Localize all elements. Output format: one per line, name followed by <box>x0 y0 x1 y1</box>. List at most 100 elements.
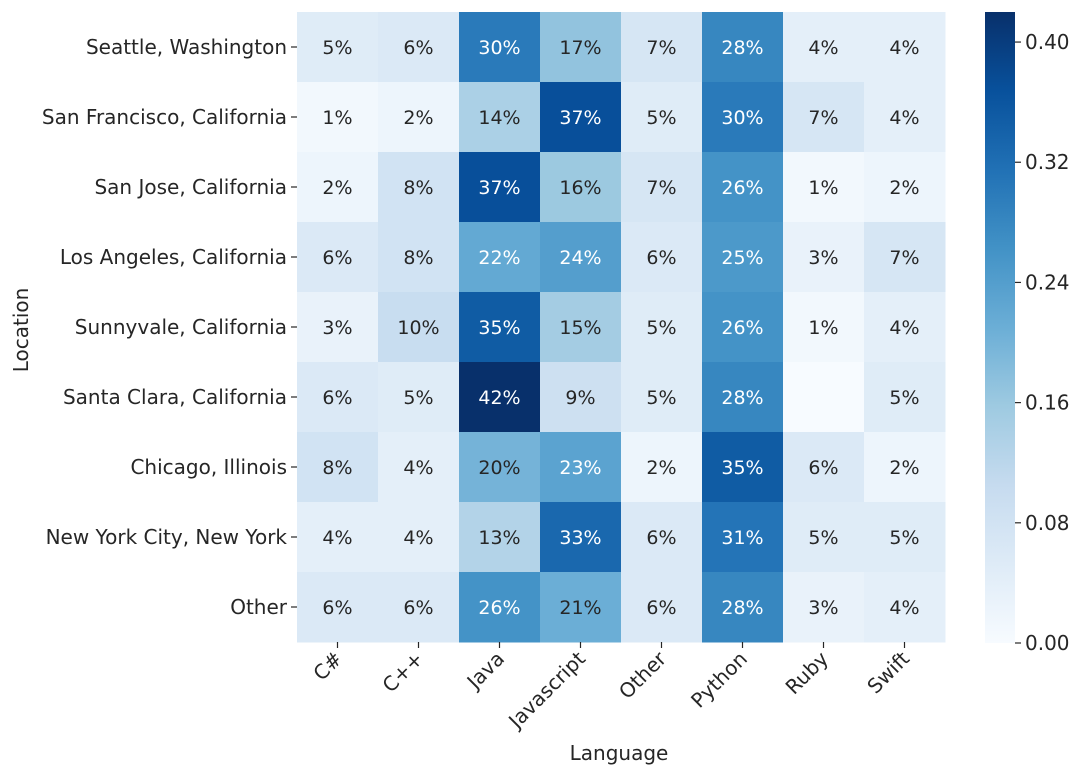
colorbar-tick-label: 0.00 <box>1025 631 1070 655</box>
cell-value-label: 6% <box>322 597 352 619</box>
heatmap-cell <box>378 362 460 433</box>
heatmap-cell <box>378 502 460 573</box>
y-tick-label: Chicago, Illinois <box>130 455 287 479</box>
heatmap-cell <box>297 152 379 223</box>
cell-value-label: 17% <box>559 37 601 59</box>
colorbar-ticks: 0.00 0.08 0.16 0.24 0.32 0.40 <box>1015 30 1070 655</box>
x-axis-label: Language <box>570 741 669 765</box>
cell-value-label: 5% <box>646 107 676 129</box>
cell-value-label: 16% <box>559 177 601 199</box>
cell-value-label: 3% <box>808 247 838 269</box>
cell-value-label: 8% <box>403 247 433 269</box>
x-tick-label: Javascript <box>502 646 590 734</box>
heatmap-cell <box>864 12 946 83</box>
heatmap-cell <box>540 82 622 153</box>
heatmap-cell <box>540 502 622 573</box>
heatmap-cell <box>459 12 541 83</box>
cell-value-label: 2% <box>403 107 433 129</box>
colorbar-tick-label: 0.32 <box>1025 150 1070 174</box>
cell-value-label: 4% <box>889 37 919 59</box>
cell-value-label: 8% <box>403 177 433 199</box>
heatmap-cell <box>621 502 703 573</box>
colorbar-tick-label: 0.24 <box>1025 270 1070 294</box>
cell-value-label: 5% <box>808 527 838 549</box>
y-tick-label: San Francisco, California <box>42 105 287 129</box>
cell-value-label: 26% <box>478 597 520 619</box>
cell-value-label: 3% <box>808 597 838 619</box>
heatmap-cell <box>783 572 865 643</box>
x-tick-label: Python <box>686 647 752 713</box>
cell-value-label: 37% <box>478 177 520 199</box>
cell-value-label: 28% <box>721 597 763 619</box>
heatmap-cell <box>621 292 703 363</box>
heatmap-cell <box>378 572 460 643</box>
y-tick-label: Other <box>230 595 288 619</box>
heatmap-cell <box>459 82 541 153</box>
heatmap-cell <box>783 82 865 153</box>
cell-value-label: 23% <box>559 457 601 479</box>
heatmap-cell <box>864 222 946 293</box>
heatmap-cell <box>783 12 865 83</box>
heatmap-cell <box>783 502 865 573</box>
colorbar-tick-label: 0.08 <box>1025 511 1070 535</box>
heatmap-cell <box>459 432 541 503</box>
heatmap-cell <box>459 292 541 363</box>
heatmap-cell <box>864 432 946 503</box>
cell-value-label: 6% <box>646 597 676 619</box>
cell-value-label: 20% <box>478 457 520 479</box>
cell-value-label: 5% <box>889 527 919 549</box>
heatmap-cell <box>702 152 784 223</box>
cell-value-label: 26% <box>721 177 763 199</box>
x-tick-label: C++ <box>377 647 428 698</box>
cell-value-label: 2% <box>322 177 352 199</box>
heatmap-cell <box>864 572 946 643</box>
heatmap-cell <box>864 502 946 573</box>
y-tick-label: Santa Clara, California <box>63 385 287 409</box>
y-tick-label: New York City, New York <box>46 525 288 549</box>
cell-value-label: 7% <box>808 107 838 129</box>
heatmap-cell <box>621 222 703 293</box>
heatmap-cell <box>297 222 379 293</box>
cell-value-label: 22% <box>478 247 520 269</box>
heatmap-cell <box>864 82 946 153</box>
heatmap-cell <box>540 292 622 363</box>
heatmap-cell <box>540 572 622 643</box>
cell-value-label: 6% <box>322 247 352 269</box>
heatmap-cell <box>621 432 703 503</box>
cell-value-label: 4% <box>403 457 433 479</box>
heatmap-cell <box>297 362 379 433</box>
heatmap-cell <box>459 362 541 433</box>
cell-value-label: 9% <box>565 387 595 409</box>
cell-value-label: 2% <box>889 177 919 199</box>
heatmap-cell <box>621 12 703 83</box>
heatmap-cell <box>702 362 784 433</box>
heatmap-cell <box>621 362 703 433</box>
colorbar <box>985 12 1015 643</box>
y-axis-label: Location <box>9 288 33 373</box>
y-tick-label: Sunnyvale, California <box>75 315 287 339</box>
heatmap-cell <box>702 12 784 83</box>
cell-value-label: 6% <box>322 387 352 409</box>
heatmap-cell <box>540 152 622 223</box>
cell-value-label: 1% <box>808 177 838 199</box>
heatmap-cell <box>783 362 865 433</box>
heatmap-cell <box>783 432 865 503</box>
heatmap-cell <box>540 12 622 83</box>
cell-value-label: 31% <box>721 527 763 549</box>
x-tick-label: Java <box>461 647 509 695</box>
heatmap-cell <box>783 152 865 223</box>
cell-value-label: 35% <box>721 457 763 479</box>
cell-value-label: 5% <box>889 387 919 409</box>
cell-value-label: 28% <box>721 37 763 59</box>
cell-value-label: 2% <box>889 457 919 479</box>
cell-value-label: 6% <box>403 37 433 59</box>
cell-value-label: 21% <box>559 597 601 619</box>
heatmap-cell <box>621 82 703 153</box>
y-tick-label: Seattle, Washington <box>86 35 287 59</box>
heatmap-cell <box>297 292 379 363</box>
cell-value-label: 4% <box>808 37 838 59</box>
cell-labels: 5% 6% 30% 17% 7% 28% 4% 4% 1% 2% 14% 37% 5% 30% 7% 4% 2%… <box>322 37 919 619</box>
heatmap-cell <box>378 222 460 293</box>
heatmap-cell <box>378 152 460 223</box>
